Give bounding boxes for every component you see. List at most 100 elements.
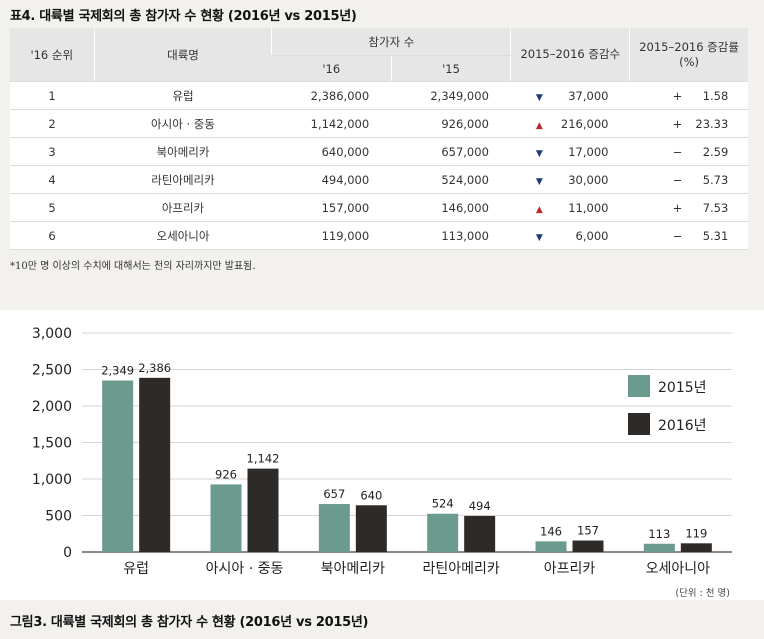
- change-cell: ▼ 6,000: [510, 221, 630, 250]
- data-label: 157: [577, 524, 599, 538]
- rate-cell: − 5.73: [629, 165, 748, 194]
- rate-cell: − 2.59: [629, 137, 748, 166]
- unit-note: (단위 : 천 명): [675, 587, 730, 599]
- header-2015: '15: [390, 55, 511, 82]
- table-row: 2 아시아 · 중동 1,142,000 926,000 ▲ 216,000 +23.33: [10, 109, 748, 138]
- table-row: 3 북아메리카 640,000 657,000 ▼ 17,000−2.59: [10, 137, 748, 166]
- bar-2015: [643, 543, 675, 552]
- triangle-up-icon: ▲: [535, 120, 543, 131]
- triangle-up-icon: ▲: [535, 204, 543, 215]
- rate-sign: −: [672, 228, 683, 243]
- legend-swatch: [628, 375, 650, 397]
- data-label: 657: [323, 487, 345, 501]
- y-tick-label: 0: [63, 545, 72, 561]
- header-2016: '16: [271, 55, 392, 82]
- participants-2016-cell: 119,000: [271, 221, 392, 250]
- participants-2015-cell: 657,000: [391, 137, 511, 166]
- rate-sign: +: [672, 116, 683, 131]
- bar-2015: [318, 504, 350, 552]
- rate-value: 5.73: [702, 172, 729, 187]
- chart-area: 0 500 1,000 1,500 2,000 2,500 3,000 2,349 2,386 유…: [0, 310, 764, 600]
- data-label: 113: [648, 527, 670, 541]
- continent-cell: 아시아 · 중동: [94, 109, 272, 138]
- header-rank: '16 순위: [10, 28, 95, 82]
- change-cell: ▼ 37,000: [510, 81, 630, 110]
- rate-value: 2.59: [702, 144, 729, 159]
- rank-cell: 5: [10, 193, 95, 222]
- rate-value: 1.58: [702, 88, 729, 103]
- participants-2016-cell: 640,000: [271, 137, 392, 166]
- participants-2016-cell: 157,000: [271, 193, 392, 222]
- rate-sign: −: [672, 172, 683, 187]
- change-value: 30,000: [568, 172, 609, 187]
- continent-cell: 북아메리카: [94, 137, 272, 166]
- continent-cell: 유럽: [94, 81, 272, 110]
- rank-cell: 2: [10, 109, 95, 138]
- change-cell: ▼ 30,000: [510, 165, 630, 194]
- table-row: 4 라틴아메리카 494,000 524,000 ▼ 30,000−5.73: [10, 165, 748, 194]
- table-footnote: *10만 명 이상의 수치에 대해서는 천의 자리까지만 발표됨.: [10, 261, 256, 272]
- table-row: 1 유럽 2,386,000 2,349,000 ▼ 37,000 +1.58: [10, 81, 748, 110]
- header-participants: 참가자 수: [271, 28, 511, 56]
- category-label: 아시아 · 중동: [206, 561, 284, 577]
- legend-swatch: [628, 413, 650, 435]
- bar-2016: [572, 540, 604, 552]
- bar-2015: [427, 513, 459, 552]
- header-rate: 2015–2016 증감률(%): [629, 28, 748, 82]
- bar-chart: 0 500 1,000 1,500 2,000 2,500 3,000 2,349 2,386 유…: [32, 326, 732, 599]
- participants-table: '16 순위 대륙명 참가자 수 2015–2016 증감수 2015–2016…: [10, 28, 748, 250]
- rate-sign: +: [672, 88, 683, 103]
- data-label: 2,349: [101, 364, 134, 378]
- continent-cell: 아프리카: [94, 193, 272, 222]
- bar-2016: [247, 468, 279, 552]
- rank-cell: 4: [10, 165, 95, 194]
- participants-2015-cell: 926,000: [391, 109, 511, 138]
- legend-label: 2016년: [658, 418, 707, 434]
- data-label: 494: [469, 499, 491, 513]
- rate-sign: +: [672, 200, 683, 215]
- change-value: 37,000: [568, 88, 609, 103]
- change-cell: ▲ 216,000: [510, 109, 630, 138]
- bar-2015: [102, 380, 134, 552]
- rate-cell: − 5.31: [629, 221, 748, 250]
- category-label: 유럽: [123, 561, 149, 577]
- rate-value: 5.31: [702, 228, 729, 243]
- participants-2016-cell: 494,000: [271, 165, 392, 194]
- bar-2015: [535, 541, 567, 552]
- data-label: 640: [360, 488, 382, 502]
- data-label: 524: [432, 497, 454, 511]
- category-label: 오세아니아: [646, 561, 711, 577]
- data-label: 119: [685, 526, 707, 540]
- change-value: 11,000: [568, 200, 609, 215]
- y-tick-label: 2,500: [32, 363, 72, 379]
- header-continent: 대륙명: [93, 28, 272, 82]
- participants-2015-cell: 2,349,000: [391, 81, 511, 110]
- participants-2016-cell: 1,142,000: [271, 109, 392, 138]
- bar-2016: [464, 515, 496, 552]
- participants-2015-cell: 524,000: [391, 165, 511, 194]
- category-label: 아프리카: [544, 561, 596, 577]
- chart-title: 그림3. 대륙별 국제회의 총 참가자 수 현황 (2016년 vs 2015년…: [10, 615, 369, 630]
- triangle-down-icon: ▼: [535, 148, 543, 159]
- rate-cell: +7.53: [629, 193, 748, 222]
- change-value: 216,000: [560, 116, 609, 131]
- change-cell: ▼ 17,000: [510, 137, 630, 166]
- rate-value: 23.33: [695, 116, 729, 131]
- category-label: 북아메리카: [321, 561, 386, 577]
- rate-sign: −: [672, 144, 683, 159]
- change-cell: ▲ 11,000: [510, 193, 630, 222]
- bar-2015: [210, 484, 242, 552]
- table-row: 6 오세아니아 119,000 113,000 ▼ 6,000−5.31: [10, 221, 748, 250]
- continent-cell: 오세아니아: [94, 221, 272, 250]
- rate-value: 7.53: [702, 200, 729, 215]
- rank-cell: 6: [10, 221, 95, 250]
- change-value: 17,000: [568, 144, 609, 159]
- rank-cell: 3: [10, 137, 95, 166]
- rate-cell: +23.33: [629, 109, 748, 138]
- data-label: 146: [540, 524, 562, 538]
- change-value: 6,000: [575, 228, 609, 243]
- data-label: 926: [215, 467, 237, 481]
- participants-2015-cell: 146,000: [391, 193, 511, 222]
- y-tick-label: 2,000: [32, 399, 72, 415]
- table-row: 5 아프리카 157,000 146,000 ▲ 11,000 +7.53: [10, 193, 748, 222]
